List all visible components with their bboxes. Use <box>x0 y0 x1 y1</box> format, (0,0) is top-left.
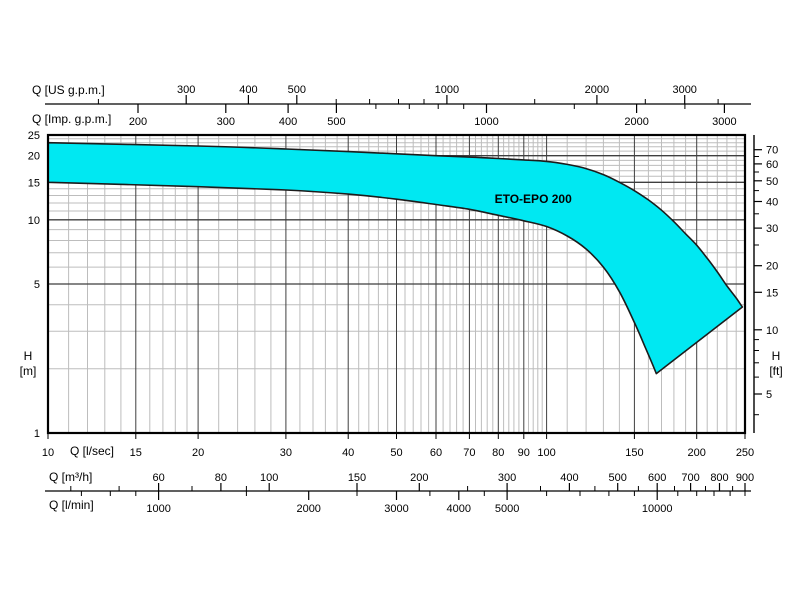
h-m-tick-label: 1 <box>34 428 40 440</box>
m3h-tick-label: 300 <box>498 472 516 484</box>
axis-title-h-ft-line1: H <box>771 349 781 363</box>
envelope: ETO-EPO 200 <box>47 141 744 375</box>
lsec-tick-label: 200 <box>688 447 706 459</box>
imp-gpm-tick-label: 1000 <box>474 116 498 128</box>
h-ft-tick-label: 5 <box>766 389 772 401</box>
m3h-tick-label: 80 <box>215 472 227 484</box>
m3h-tick-label: 400 <box>560 472 578 484</box>
us-gpm-tick-label: 1000 <box>435 84 459 96</box>
h-ft-tick-label: 60 <box>766 159 778 171</box>
bottom-ruler: 60 80 100 150 200 300 400 500 600 700 800 900 1000 20… <box>45 472 754 515</box>
h-ft-tick-label: 70 <box>766 145 778 157</box>
lsec-tick-label: 150 <box>625 447 643 459</box>
imp-gpm-tick-label: 3000 <box>712 116 736 128</box>
h-m-tick-label: 5 <box>34 279 40 291</box>
h-ft-tick-label: 30 <box>766 223 778 235</box>
m3h-tick-label: 900 <box>736 472 754 484</box>
h-m-tick-label: 10 <box>28 215 40 227</box>
lsec-tick-label: 70 <box>463 447 475 459</box>
h-ft-tick-label: 40 <box>766 197 778 209</box>
lsec-tick-label: 10 <box>42 447 54 459</box>
h-ft-tick-label: 50 <box>766 176 778 188</box>
m3h-tick-label: 600 <box>648 472 666 484</box>
h-ft-tick-label: 20 <box>766 261 778 273</box>
lmin-tick-label: 1000 <box>146 503 170 515</box>
m3h-tick-label: 500 <box>609 472 627 484</box>
envelope-area <box>47 141 744 375</box>
h-m-tick-label: 15 <box>28 177 40 189</box>
imp-gpm-tick-label: 2000 <box>624 116 648 128</box>
imp-gpm-tick-label: 300 <box>217 116 235 128</box>
y-axis-m: 25 20 15 10 5 1 <box>28 130 40 440</box>
lsec-tick-label: 50 <box>390 447 402 459</box>
axis-title-imp-gpm: Q [Imp. g.p.m.] <box>32 112 112 126</box>
series-label: ETO-EPO 200 <box>495 192 572 206</box>
lsec-tick-label: 20 <box>192 447 204 459</box>
lmin-tick-label: 2000 <box>296 503 320 515</box>
us-gpm-tick-label: 3000 <box>672 84 696 96</box>
h-m-tick-label: 20 <box>28 151 40 163</box>
lsec-tick-label: 90 <box>518 447 530 459</box>
us-gpm-tick-label: 500 <box>288 84 306 96</box>
axis-title-h-m-line1: H <box>23 349 33 363</box>
imp-gpm-tick-label: 200 <box>129 116 147 128</box>
m3h-tick-label: 800 <box>710 472 728 484</box>
lsec-tick-label: 100 <box>537 447 555 459</box>
right-ruler: 70 60 50 40 30 20 15 10 5 <box>753 135 778 433</box>
m3h-tick-label: 200 <box>410 472 428 484</box>
lsec-tick-label: 30 <box>280 447 292 459</box>
lsec-tick-label: 15 <box>130 447 142 459</box>
lsec-tick-label: 60 <box>430 447 442 459</box>
h-ft-tick-label: 15 <box>766 287 778 299</box>
lmin-tick-label: 10000 <box>642 503 673 515</box>
top-ruler: 300 400 500 1000 2000 3000 200 300 400 500 1000 200… <box>45 84 751 128</box>
lsec-tick-label: 250 <box>736 447 754 459</box>
axis-title-m3h: Q [m³/h] <box>49 470 93 484</box>
us-gpm-tick-label: 300 <box>177 84 195 96</box>
lsec-tick-label: 40 <box>342 447 354 459</box>
axis-title-h-ft: H [ft] <box>760 349 792 379</box>
x-axis-lsec: 10 15 20 30 40 50 60 70 80 90 100 150 200 250 <box>42 433 754 459</box>
lmin-tick-label: 4000 <box>447 503 471 515</box>
m3h-tick-label: 700 <box>681 472 699 484</box>
h-m-tick-label: 25 <box>28 130 40 142</box>
axis-title-lsec: Q [l/sec] <box>70 444 115 458</box>
lmin-tick-label: 5000 <box>495 503 519 515</box>
axis-title-h-m-line2: [m] <box>19 364 37 378</box>
us-gpm-tick-label: 2000 <box>585 84 609 96</box>
imp-gpm-tick-label: 400 <box>279 116 297 128</box>
lsec-tick-label: 80 <box>492 447 504 459</box>
us-gpm-tick-label: 400 <box>239 84 257 96</box>
axis-title-us-gpm: Q [US g.p.m.] <box>32 83 105 97</box>
m3h-tick-label: 150 <box>348 472 366 484</box>
axis-title-h-m: H [m] <box>14 349 42 379</box>
imp-gpm-tick-label: 500 <box>327 116 345 128</box>
m3h-tick-label: 60 <box>152 472 164 484</box>
axis-title-lmin: Q [l/min] <box>49 498 94 512</box>
axis-title-h-ft-line2: [ft] <box>769 364 783 378</box>
lmin-tick-label: 3000 <box>384 503 408 515</box>
m3h-tick-label: 100 <box>260 472 278 484</box>
h-ft-tick-label: 10 <box>766 325 778 337</box>
